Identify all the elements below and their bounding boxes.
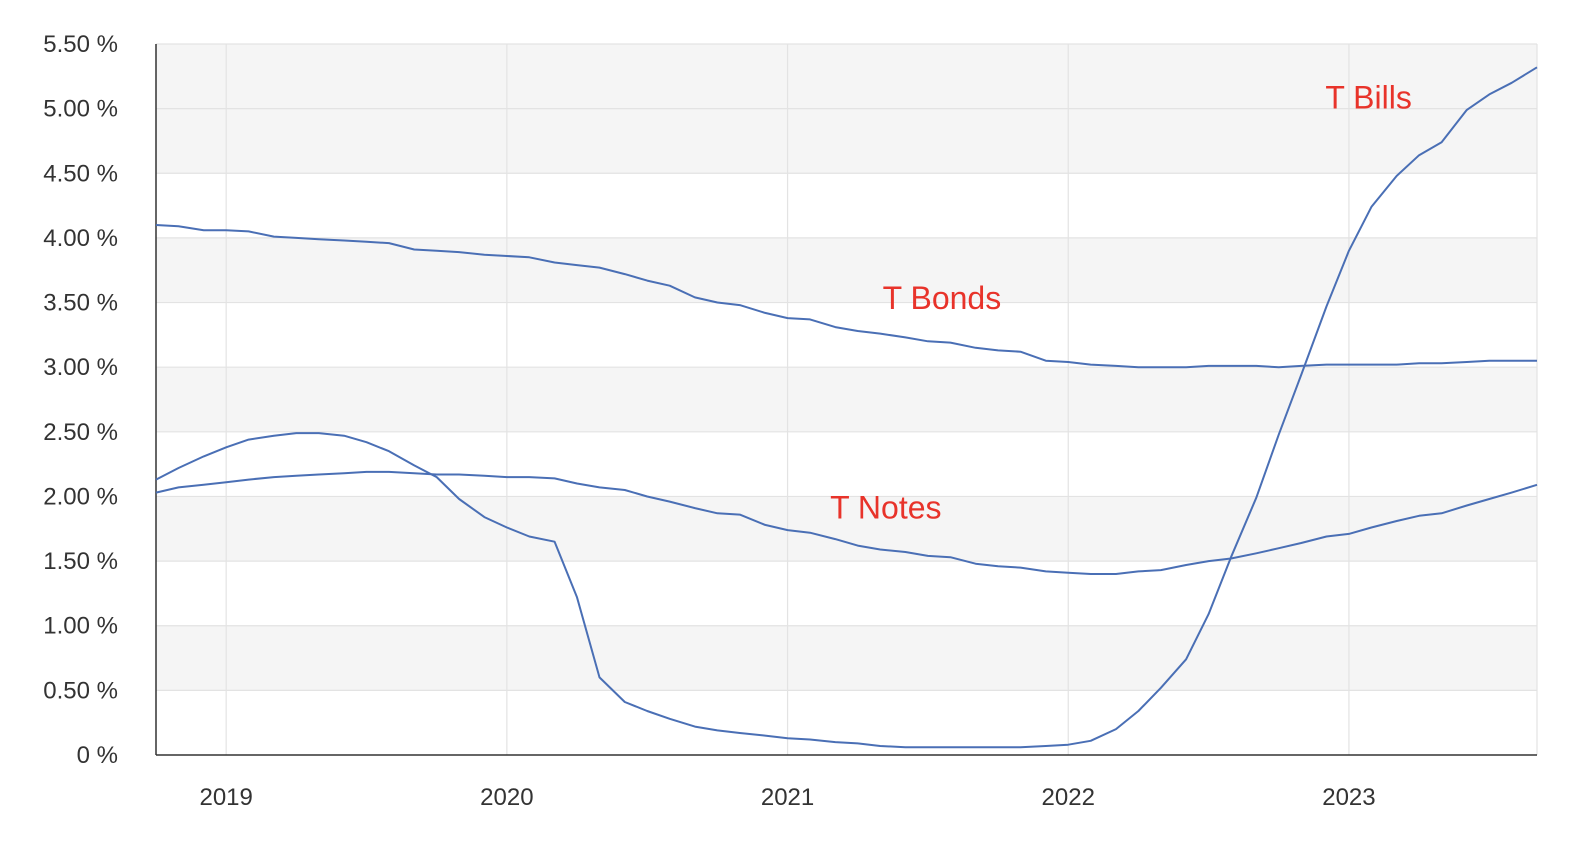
y-tick-label: 5.00 %	[43, 96, 118, 123]
y-tick-label: 5.50 %	[43, 31, 118, 58]
plot-background-bands	[156, 44, 1537, 691]
plot-band	[156, 496, 1537, 562]
x-tick-label: 2021	[761, 784, 814, 811]
y-tick-label: 0.50 %	[43, 677, 118, 704]
series-lines	[155, 66, 1538, 749]
y-tick-label: 4.50 %	[43, 160, 118, 187]
y-tick-label: 2.00 %	[43, 483, 118, 510]
y-tick-label: 1.50 %	[43, 548, 118, 575]
plot-band	[156, 625, 1537, 691]
y-tick-label: 0 %	[77, 742, 118, 769]
plot-band	[156, 367, 1537, 432]
x-tick-label: 2020	[480, 784, 533, 811]
x-tick-label: 2019	[199, 784, 252, 811]
series-line-t-notes	[155, 470, 1538, 575]
axes	[155, 44, 1537, 756]
series-label-t-notes: T Notes	[830, 489, 941, 525]
series-annotations: T Bills T Bonds T Notes	[830, 80, 1412, 526]
plot-band	[156, 44, 1537, 109]
y-axis-tick-labels: 0 % 0.50 % 1.00 % 1.50 % 2.00 % 2.50 % 3.00 % 3…	[43, 31, 118, 769]
gridlines	[156, 43, 1538, 755]
y-tick-label: 4.00 %	[43, 225, 118, 252]
plot-band	[156, 108, 1537, 174]
y-tick-label: 1.00 %	[43, 613, 118, 640]
series-label-t-bills: T Bills	[1325, 80, 1412, 116]
x-tick-label: 2023	[1322, 784, 1375, 811]
plot-band	[156, 237, 1537, 303]
y-tick-label: 3.00 %	[43, 354, 118, 381]
series-line-t-bills	[155, 66, 1538, 749]
series-label-t-bonds: T Bonds	[883, 280, 1002, 316]
x-tick-label: 2022	[1042, 784, 1095, 811]
series-line-t-bonds	[155, 224, 1537, 369]
y-tick-label: 3.50 %	[43, 290, 118, 317]
x-axis-tick-labels: 2019 2020 2021 2022 2023	[199, 784, 1375, 811]
y-tick-label: 2.50 %	[43, 419, 118, 446]
